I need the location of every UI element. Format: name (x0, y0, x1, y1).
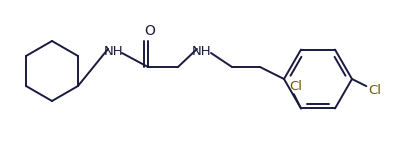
Text: Cl: Cl (368, 84, 381, 97)
Text: NH: NH (192, 45, 212, 57)
Text: NH: NH (104, 45, 124, 57)
Text: Cl: Cl (290, 80, 302, 93)
Text: O: O (145, 24, 156, 38)
